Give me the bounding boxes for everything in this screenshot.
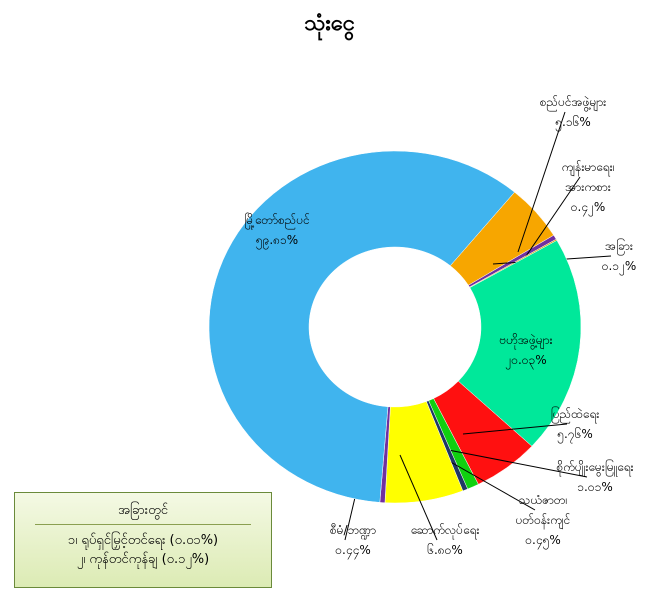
note-line: ၂၊ ကုန်တင်ကုန်ချ (၀.၁၂%) xyxy=(76,552,210,567)
slice-label: စိုက်ပျိုးမွေးမြူရေး xyxy=(556,460,634,474)
slice-value-label: ၆.၈၀% xyxy=(427,543,463,557)
note-heading: အခြားတွင် xyxy=(35,501,251,525)
leader-line xyxy=(462,423,568,435)
slice-value-label: ၀.၄၅% xyxy=(525,533,561,547)
slice-value-label: ၅.၇၆% xyxy=(557,427,593,441)
slice-label: ဆောက်လုပ်ရေး xyxy=(410,523,480,537)
slice-label: ဗဟိုအဖွဲ့များ xyxy=(499,333,553,347)
slice-value-label: ၁.၀၁% xyxy=(577,480,613,494)
slice-value-label: ၀.၄၄% xyxy=(335,543,371,557)
slice-label: ကျန်းမာရေး၊ အားကစား xyxy=(561,160,615,194)
slice-value-label: ၀.၁၂% xyxy=(601,259,637,273)
donut-slice xyxy=(457,240,582,447)
leader-line xyxy=(399,454,438,541)
leader-line xyxy=(521,176,581,263)
slice-value-label: ၂၀.၀၃% xyxy=(505,353,547,367)
slice-label: ပြည်ထဲရေး xyxy=(550,407,600,421)
slice-label: စည်ပင်အဖွဲ့များ xyxy=(539,95,607,109)
slice-value-label: ၅၉.၈၁% xyxy=(255,233,299,247)
leader-line xyxy=(437,447,588,478)
slice-label: မြို့တော်စည်ပင် xyxy=(244,213,310,227)
chart-title: သုံးငွေ xyxy=(303,11,355,36)
slice-label: စီမံ/ဘဏ္ဍာ xyxy=(329,523,377,537)
note-box: အခြားတွင် ၁၊ ရုပ်ရှင်မြှင့်တင်ရေး (၀.၀၁%… xyxy=(14,492,272,588)
slice-value-label: ၅.၁၆% xyxy=(555,115,591,129)
leader-line xyxy=(517,111,566,253)
note-line: ၁၊ ရုပ်ရှင်မြှင့်တင်ရေး (၀.၀၁%) xyxy=(67,533,219,548)
donut-slice xyxy=(208,150,515,503)
slice-label: သယံဇာတ၊ ပတ်ဝန်းကျင် xyxy=(515,493,571,527)
slice-label: အခြား xyxy=(605,239,633,253)
slice-value-label: ၀.၄၂% xyxy=(570,200,606,214)
